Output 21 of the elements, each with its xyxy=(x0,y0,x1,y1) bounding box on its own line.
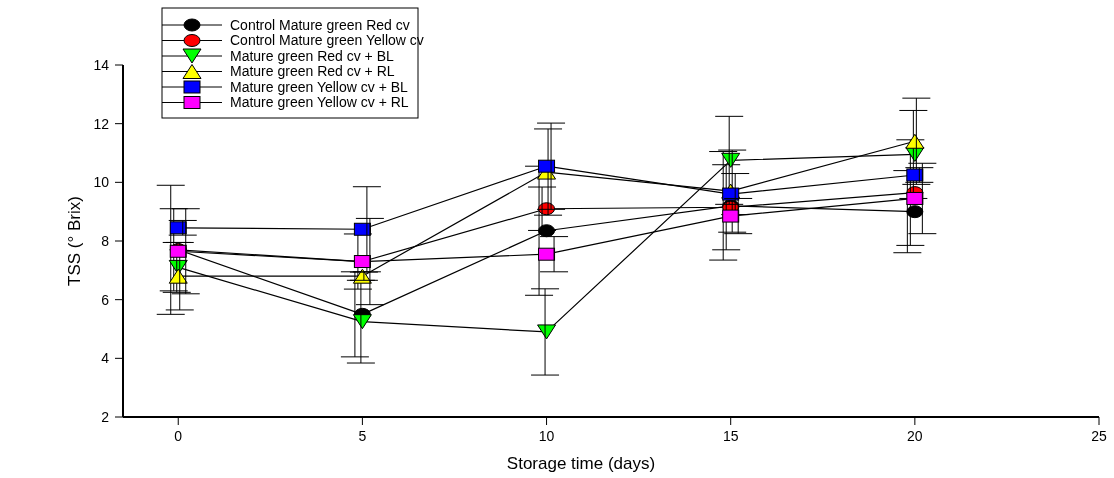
x-tick-label: 15 xyxy=(722,428,739,444)
legend-label: Mature green Red cv + RL xyxy=(230,63,395,80)
x-tick-label: 20 xyxy=(907,428,923,444)
x-tick-label: 25 xyxy=(1091,428,1107,444)
x-tick-label: 5 xyxy=(358,428,367,444)
x-axis-title: Storage time (days) xyxy=(506,454,656,473)
legend-label: Mature green Yellow cv + BL xyxy=(230,78,409,95)
legend-label: Control Mature green Red cv xyxy=(230,16,410,33)
y-tick-label: 4 xyxy=(101,350,110,367)
y-tick-label: 14 xyxy=(93,56,110,73)
y-tick-label: 6 xyxy=(101,291,110,308)
y-tick-label: 12 xyxy=(93,115,110,132)
y-axis-title: TSS (° Brix) xyxy=(65,196,84,286)
legend-label: Mature green Red cv + BL xyxy=(230,47,395,64)
legend-label: Mature green Yellow cv + RL xyxy=(230,94,409,111)
legend-label: Control Mature green Yellow cv xyxy=(230,32,424,49)
x-tick-label: 10 xyxy=(538,428,555,444)
y-tick-label: 10 xyxy=(93,174,110,191)
y-tick-label: 2 xyxy=(101,408,110,425)
x-tick-label: 0 xyxy=(174,428,183,444)
y-tick-label: 8 xyxy=(101,232,110,249)
